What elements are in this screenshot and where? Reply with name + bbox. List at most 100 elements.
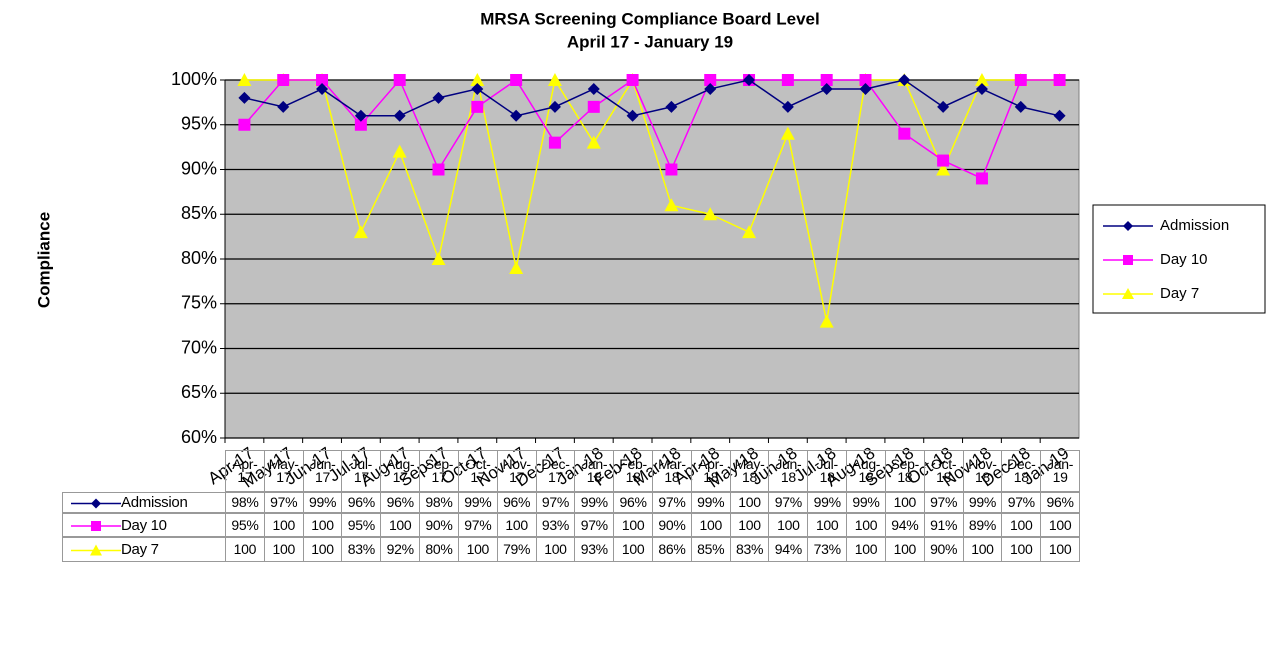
table-header: Apr-17 (225, 450, 265, 492)
data-point (898, 127, 911, 140)
table-cell: 100 (302, 537, 343, 562)
table-cell: 99% (574, 492, 615, 513)
table-cell: 93% (574, 537, 615, 562)
data-point (471, 100, 484, 113)
data-point (1053, 74, 1066, 86)
table-cell: 95% (225, 513, 265, 537)
data-point (548, 136, 561, 149)
table-row-header: Day 7 (62, 537, 226, 562)
table-cell: 100 (962, 537, 1003, 562)
table-cell: 97% (263, 492, 304, 513)
data-point (742, 225, 757, 239)
y-tick-label: 60% (181, 427, 217, 447)
y-tick-label: 75% (181, 293, 217, 313)
table-cell: 92% (380, 537, 421, 562)
table-cell: 80% (419, 537, 459, 562)
table-cell: 100 (807, 513, 848, 537)
table-cell: 100 (1040, 513, 1080, 537)
table-cell: 100 (613, 513, 653, 537)
data-point (548, 100, 561, 113)
data-point (432, 91, 445, 104)
data-point (820, 82, 833, 95)
table-legend-marker (91, 521, 101, 531)
table-cell: 100 (380, 513, 421, 537)
data-point (1053, 109, 1066, 122)
data-point (665, 100, 678, 113)
table-cell: 91% (923, 513, 964, 537)
table-cell: 100 (884, 537, 925, 562)
data-point (1014, 74, 1027, 86)
data-point (353, 225, 368, 239)
legend-box (1092, 204, 1266, 314)
legend-label: Day 10 (1160, 251, 1208, 268)
data-point (393, 109, 406, 122)
table-legend-key (71, 544, 121, 556)
table-cell: 100 (1001, 537, 1042, 562)
y-axis-label: Compliance (34, 212, 53, 308)
table-header: Nov-18 (962, 450, 1003, 492)
data-point (898, 74, 911, 86)
table-cell: 97% (768, 492, 809, 513)
data-point (470, 73, 485, 86)
table-cell: 100 (225, 537, 265, 562)
data-point (1014, 100, 1027, 113)
data-point (974, 73, 989, 86)
data-point (392, 144, 407, 158)
table-cell: 97% (574, 513, 615, 537)
data-point (510, 74, 523, 86)
table-cell: 90% (419, 513, 459, 537)
data-point (936, 162, 951, 176)
data-point (780, 126, 795, 140)
table-cell: 100 (302, 513, 343, 537)
table-cell: 98% (419, 492, 459, 513)
data-point (587, 100, 600, 113)
data-point (432, 163, 445, 176)
table-header: Nov-17 (496, 450, 537, 492)
table-cell: 98% (225, 492, 265, 513)
table-cell: 99% (846, 492, 886, 513)
table-legend-key (71, 498, 121, 509)
chart-subtitle: April 17 - January 19 (567, 32, 733, 51)
legend-marker (1122, 288, 1134, 299)
table-cell: 100 (846, 537, 886, 562)
table-header: Sep-17 (419, 450, 459, 492)
table-cell: 86% (652, 537, 692, 562)
legend-label: Admission (1160, 217, 1229, 234)
table-cell: 97% (1001, 492, 1042, 513)
table-header: Feb-18 (613, 450, 653, 492)
data-point (237, 73, 252, 86)
table-header: Dec-17 (535, 450, 576, 492)
table-cell: 83% (341, 537, 382, 562)
table-cell: 100 (1001, 513, 1042, 537)
table-cell: 96% (341, 492, 382, 513)
series-line (244, 78, 1060, 322)
table-header: Sep-18 (884, 450, 925, 492)
data-point (316, 74, 329, 86)
chart-title: MRSA Screening Compliance Board Level (480, 9, 819, 28)
table-row-header: Day 10 (62, 513, 226, 537)
table-cell: 73% (807, 537, 848, 562)
data-point (975, 82, 988, 95)
table-legend-marker (90, 544, 102, 556)
series-line (244, 79, 1060, 117)
table-cell: 100 (457, 537, 498, 562)
data-point (743, 74, 756, 86)
table-cell: 83% (729, 537, 770, 562)
data-point (238, 118, 251, 131)
table-cell: 90% (652, 513, 692, 537)
y-tick-label: 85% (181, 203, 217, 223)
data-point (704, 74, 717, 86)
table-cell: 100 (729, 513, 770, 537)
table-cell: 97% (652, 492, 692, 513)
table-cell: 90% (923, 537, 964, 562)
series-line (243, 78, 1060, 180)
y-tick-label: 90% (181, 158, 217, 178)
data-point (703, 207, 718, 221)
table-cell: 89% (962, 513, 1003, 537)
data-point (859, 74, 872, 86)
data-point (819, 314, 834, 328)
table-legend-key (71, 521, 121, 531)
table-row-header: Admission (62, 492, 226, 513)
